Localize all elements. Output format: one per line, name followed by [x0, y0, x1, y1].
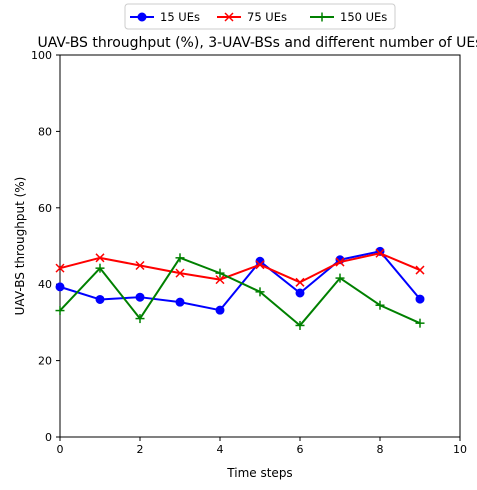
legend-item: 15 UEs [130, 10, 200, 24]
legend-item: 150 UEs [310, 10, 387, 24]
plot-area-frame [59, 54, 461, 438]
data-point [55, 282, 65, 292]
data-point [415, 265, 425, 275]
data-point [175, 268, 185, 278]
series-1 [55, 248, 425, 287]
data-point [215, 268, 225, 278]
legend-marker [317, 12, 327, 22]
y-tick-label: 40 [38, 278, 52, 291]
y-axis-label: UAV-BS throughput (%) [13, 177, 27, 316]
data-point [375, 300, 385, 310]
x-tick-label: 6 [297, 443, 304, 456]
data-point [135, 292, 145, 302]
data-point [255, 287, 265, 297]
data-point [55, 306, 65, 316]
x-axis: 0 2 4 6 8 10 [57, 437, 467, 456]
y-axis: 0 20 40 60 80 100 [31, 49, 60, 444]
data-point [215, 305, 225, 315]
data-point [295, 320, 305, 330]
data-point [335, 273, 345, 283]
data-point [95, 253, 105, 263]
data-point [335, 257, 345, 267]
data-point [255, 260, 265, 270]
x-tick-label: 8 [377, 443, 384, 456]
y-tick-label: 20 [38, 355, 52, 368]
chart-title: UAV-BS throughput (%), 3-UAV-BSs and dif… [37, 35, 477, 51]
legend-box [124, 3, 396, 30]
data-point [295, 288, 305, 298]
data-point [295, 277, 305, 287]
legend-marker [224, 12, 234, 22]
legend-marker [137, 12, 147, 22]
y-tick-label: 80 [38, 125, 52, 138]
y-tick-label: 100 [31, 49, 52, 62]
data-point [215, 275, 225, 285]
legend-label: 150 UEs [340, 10, 387, 24]
data-point [415, 318, 425, 328]
series-line [59, 256, 421, 327]
series-0 [55, 246, 425, 315]
x-tick-label: 10 [453, 443, 467, 456]
legend: 15 UEs 75 UEs 150 UEs [124, 3, 396, 30]
data-point [175, 297, 185, 307]
data-point [135, 260, 145, 271]
data-point [95, 294, 105, 304]
x-tick-label: 2 [137, 443, 144, 456]
x-axis-label: Time steps [226, 466, 292, 480]
data-point [135, 314, 145, 324]
legend-label: 75 UEs [247, 10, 287, 24]
y-tick-label: 60 [38, 202, 52, 215]
series-line [59, 250, 421, 312]
data-point [95, 263, 105, 273]
legend-item: 75 UEs [217, 10, 287, 24]
series-2 [55, 253, 425, 330]
x-tick-label: 0 [57, 443, 64, 456]
y-tick-label: 0 [45, 431, 52, 444]
series-line [59, 252, 421, 284]
data-point [55, 263, 65, 273]
x-tick-label: 4 [217, 443, 224, 456]
data-point [375, 248, 385, 258]
legend-label: 15 UEs [160, 10, 200, 24]
data-point [175, 253, 185, 263]
series-layer [55, 246, 425, 330]
data-point [415, 294, 425, 304]
